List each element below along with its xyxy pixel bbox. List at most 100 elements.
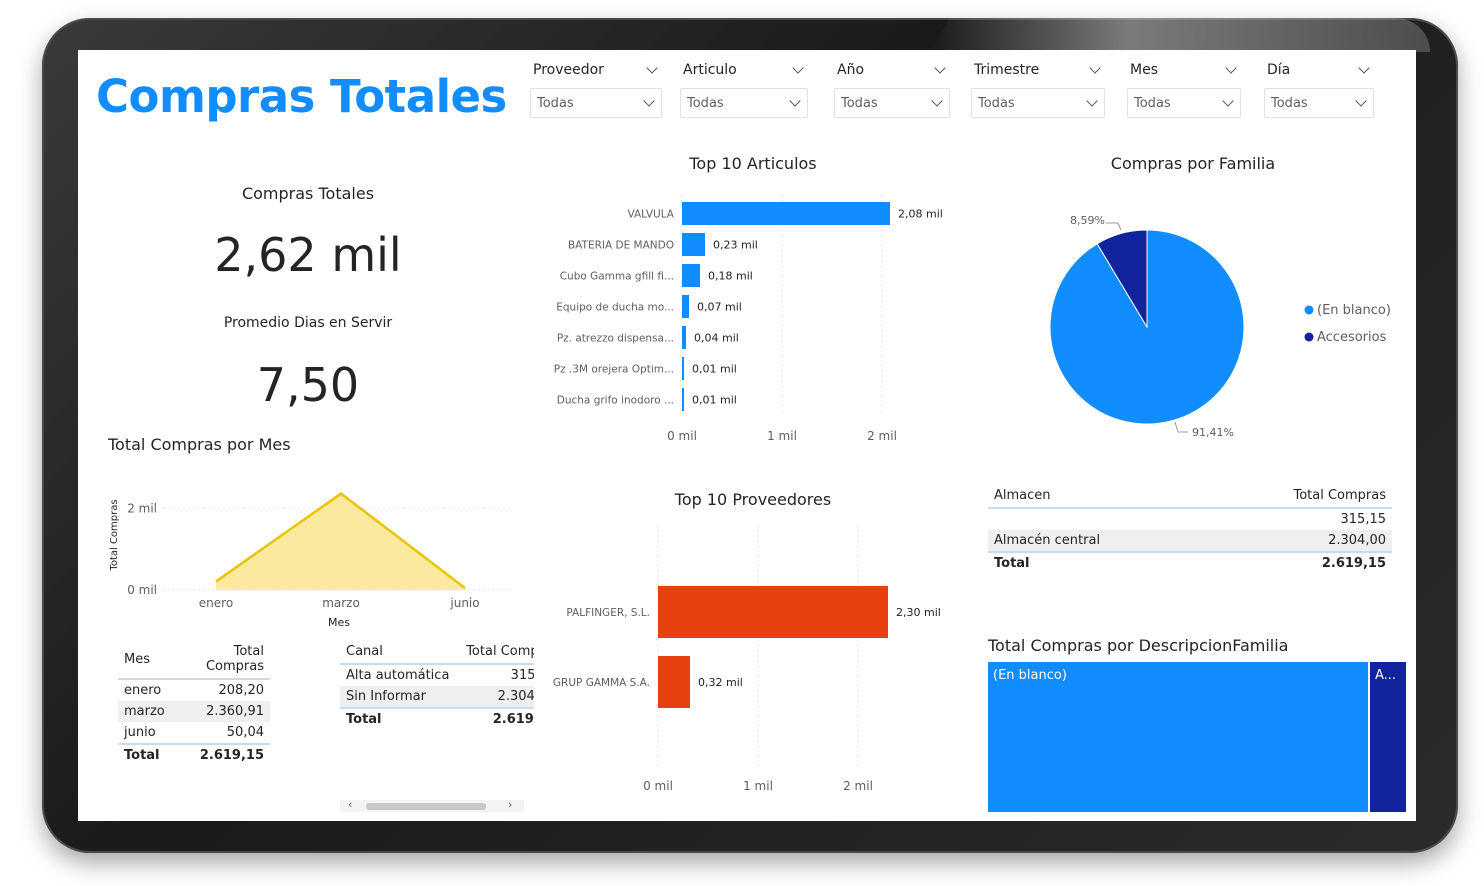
- slicer-dropdown-4[interactable]: Todas: [1127, 88, 1241, 118]
- tabla-canal: Canal Total Compr Alta automática 315,: S…: [340, 640, 534, 730]
- chevron-down-icon[interactable]: [792, 62, 804, 74]
- slicer-value: Todas: [537, 96, 574, 111]
- cell: Alta automática: [346, 668, 450, 683]
- card-compras-value: 2,62 mil: [214, 228, 402, 282]
- slicer-label-1: Articulo: [683, 62, 737, 78]
- slicer-dropdown-1[interactable]: Todas: [680, 88, 808, 118]
- slicer-value: Todas: [1134, 96, 1171, 111]
- x-tick-label: enero: [199, 596, 233, 610]
- category-label: Pz .3M orejera Optim...: [554, 364, 674, 376]
- bar[interactable]: [682, 326, 686, 349]
- chevron-down-icon: [789, 95, 801, 107]
- data-label: 0,04 mil: [694, 332, 739, 345]
- chevron-down-icon[interactable]: [1089, 62, 1101, 74]
- area-line[interactable]: [215, 492, 466, 589]
- slicer-dropdown-0[interactable]: Todas: [530, 88, 662, 118]
- bar[interactable]: [682, 295, 689, 318]
- canal-scrollbar[interactable]: ‹ ›: [340, 798, 524, 812]
- treemap-tile-label: A...: [1375, 668, 1397, 683]
- card-dias-value: 7,50: [256, 358, 360, 412]
- data-label: 91,41%: [1192, 426, 1234, 439]
- cell: Total: [340, 707, 459, 730]
- bar[interactable]: [658, 586, 888, 638]
- treemap-tile[interactable]: (En blanco): [988, 662, 1368, 812]
- data-label: 0,18 mil: [708, 270, 753, 283]
- data-label: 0,01 mil: [692, 363, 737, 376]
- scroll-left-arrow-icon[interactable]: ‹: [348, 798, 353, 811]
- y-axis-title: Total Compras: [109, 499, 120, 571]
- cell: Almacén central: [988, 530, 1203, 552]
- chevron-down-icon[interactable]: [646, 62, 658, 74]
- col-header[interactable]: Total Compras: [170, 640, 270, 680]
- cell: 208,20: [218, 683, 265, 698]
- bar[interactable]: [682, 264, 700, 287]
- slicer-dropdown-5[interactable]: Todas: [1264, 88, 1374, 118]
- cell: 2.619,:: [458, 707, 534, 730]
- y-tick-label: 2 mil: [127, 501, 157, 515]
- card-dias-label: Promedio Dias en Servir: [223, 315, 393, 331]
- data-label: 8,59%: [1070, 214, 1105, 227]
- slicer-value: Todas: [1271, 96, 1308, 111]
- cell: 315,15: [1340, 512, 1387, 527]
- y-tick-label: 0 mil: [127, 583, 157, 597]
- chevron-down-icon: [1355, 95, 1367, 107]
- chevron-down-icon: [931, 95, 943, 107]
- table-row[interactable]: 315,15: [988, 508, 1392, 530]
- chevron-down-icon[interactable]: [1225, 62, 1237, 74]
- cell: marzo: [118, 701, 171, 722]
- chevron-down-icon[interactable]: [1358, 62, 1370, 74]
- table-row[interactable]: Almacén central 2.304,00: [988, 530, 1392, 552]
- area-fill: [216, 493, 465, 590]
- col-header[interactable]: Total Compr: [458, 640, 534, 665]
- x-tick-label: junio: [449, 596, 479, 610]
- cell: 315,:: [510, 668, 534, 683]
- col-header[interactable]: Mes: [118, 640, 171, 680]
- bar[interactable]: [682, 388, 684, 411]
- chevron-down-icon: [643, 95, 655, 107]
- category-label: Pz. atrezzo dispensa...: [557, 333, 674, 345]
- table-row[interactable]: enero 208,20: [118, 679, 270, 701]
- mes-area-chart: 0 mil 2 mil enero marzo junio Mes Total Compra…: [109, 492, 513, 629]
- x-axis-title: Mes: [328, 616, 350, 629]
- leader-line: [1106, 222, 1122, 231]
- slicer-dropdown-3[interactable]: Todas: [971, 88, 1105, 118]
- tabla-mes: Mes Total Compras enero 208,20 marzo 2.360…: [118, 640, 270, 766]
- slicer-label-3: Trimestre: [974, 62, 1040, 78]
- table-row[interactable]: Alta automática 315,:: [340, 664, 534, 686]
- top-proveedores-title: Top 10 Proveedores: [674, 490, 832, 509]
- slicer-dropdown-2[interactable]: Todas: [834, 88, 950, 118]
- scrollbar-thumb[interactable]: [366, 803, 486, 810]
- data-label: 2,08 mil: [898, 208, 943, 221]
- bar[interactable]: [682, 357, 684, 380]
- slicer-value: Todas: [978, 96, 1015, 111]
- cell: 2.304,(: [458, 686, 534, 708]
- cell: 2.619,15: [1202, 551, 1392, 574]
- scroll-right-arrow-icon[interactable]: ›: [508, 798, 513, 811]
- table-row[interactable]: junio 50,04: [118, 722, 270, 744]
- bar[interactable]: [658, 656, 690, 708]
- category-label: VALVULA: [627, 209, 674, 221]
- bar[interactable]: [682, 202, 890, 225]
- legend-marker: [1304, 332, 1314, 342]
- cell: 2.619,15: [170, 743, 270, 766]
- bar[interactable]: [682, 233, 705, 256]
- table-row[interactable]: marzo 2.360,91: [118, 701, 270, 722]
- cell: enero: [124, 683, 162, 698]
- treemap-tile[interactable]: A...: [1370, 662, 1406, 812]
- cell: 2.360,91: [170, 701, 270, 722]
- pie-slice[interactable]: [1096, 229, 1148, 329]
- cell: Sin Informar: [340, 686, 459, 708]
- treemap-tile-label: (En blanco): [993, 668, 1067, 683]
- col-header[interactable]: Almacen: [988, 484, 1203, 509]
- chevron-down-icon[interactable]: [934, 62, 946, 74]
- table-total-row: Total 2.619,15: [118, 743, 270, 766]
- category-label: PALFINGER, S.L.: [566, 607, 650, 619]
- cell: [988, 508, 1202, 530]
- mes-chart-title: Total Compras por Mes: [108, 435, 291, 454]
- leader-line: [1174, 421, 1188, 433]
- col-header[interactable]: Canal: [340, 640, 459, 665]
- page-title: Compras Totales: [96, 70, 507, 123]
- col-header[interactable]: Total Compras: [1202, 484, 1392, 509]
